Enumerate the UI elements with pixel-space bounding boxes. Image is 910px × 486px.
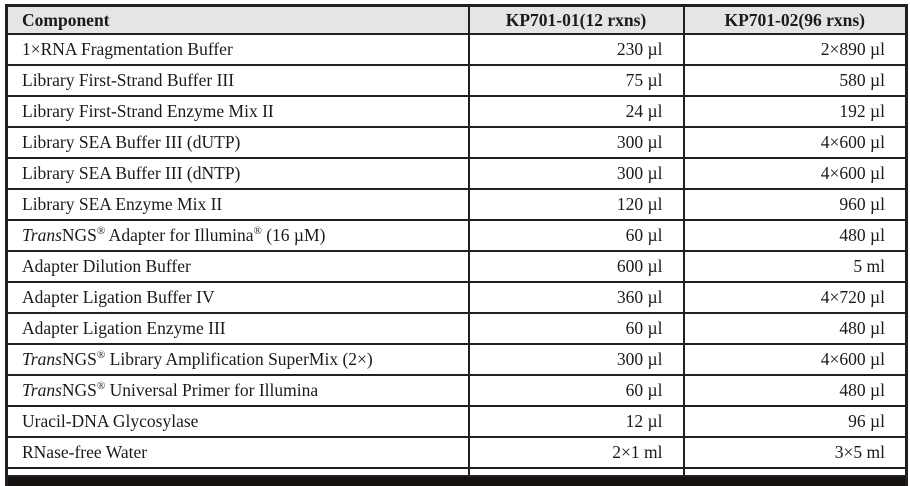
table-header: Component KP701-01(12 rxns) KP701-02(96 … (5, 4, 908, 35)
volume-12rxns-cell: 60 µl (467, 312, 685, 345)
table-row: TransNGS® Library Amplification SuperMix… (5, 343, 908, 376)
component-cell: Uracil-DNA Glycosylase (5, 405, 470, 438)
volume-96rxns-cell: 480 µl (682, 219, 908, 252)
table-row: Adapter Ligation Buffer IV 360 µl 4×720 µl (5, 281, 908, 314)
table-row: Library First-Strand Buffer III 75 µl 580 … (5, 64, 908, 97)
cutoff-cell (682, 467, 908, 477)
cutoff-cell (5, 467, 470, 477)
table-row: Adapter Ligation Enzyme III 60 µl 480 µl (5, 312, 908, 345)
table-bottom-cutoff (5, 467, 908, 486)
component-cell: Adapter Ligation Enzyme III (5, 312, 470, 345)
volume-12rxns-cell: 120 µl (467, 188, 685, 221)
volume-12rxns-cell: 300 µl (467, 126, 685, 159)
volume-12rxns-cell: 75 µl (467, 64, 685, 97)
table-row: TransNGS® Adapter for Illumina® (16 µM) 6… (5, 219, 908, 252)
volume-12rxns-cell: 12 µl (467, 405, 685, 438)
table-row: RNase-free Water 2×1 ml 3×5 ml (5, 436, 908, 469)
volume-96rxns-cell: 5 ml (682, 250, 908, 283)
volume-12rxns-cell: 300 µl (467, 157, 685, 190)
bottom-cutoff-bar (5, 475, 908, 486)
component-cell: TransNGS® Universal Primer for Illumina (5, 374, 470, 407)
component-cell: 1×RNA Fragmentation Buffer (5, 33, 470, 66)
component-cell: TransNGS® Library Amplification SuperMix… (5, 343, 470, 376)
table-row: 1×RNA Fragmentation Buffer 230 µl 2×890 µl (5, 33, 908, 66)
header-row: Component KP701-01(12 rxns) KP701-02(96 … (5, 4, 908, 35)
component-cell: Library First-Strand Enzyme Mix II (5, 95, 470, 128)
volume-96rxns-cell: 96 µl (682, 405, 908, 438)
volume-96rxns-cell: 480 µl (682, 312, 908, 345)
component-cell: Library First-Strand Buffer III (5, 64, 470, 97)
bottom-cutoff-bar-cell (5, 475, 908, 486)
volume-12rxns-cell: 24 µl (467, 95, 685, 128)
table-row: Library SEA Enzyme Mix II 120 µl 960 µl (5, 188, 908, 221)
column-header-kp701-01: KP701-01(12 rxns) (467, 4, 685, 35)
volume-96rxns-cell: 2×890 µl (682, 33, 908, 66)
volume-96rxns-cell: 960 µl (682, 188, 908, 221)
component-cell: Library SEA Buffer III (dUTP) (5, 126, 470, 159)
volume-12rxns-cell: 60 µl (467, 374, 685, 407)
volume-12rxns-cell: 600 µl (467, 250, 685, 283)
volume-96rxns-cell: 4×600 µl (682, 343, 908, 376)
table-row: Library First-Strand Enzyme Mix II 24 µl 1… (5, 95, 908, 128)
volume-12rxns-cell: 60 µl (467, 219, 685, 252)
volume-12rxns-cell: 300 µl (467, 343, 685, 376)
volume-96rxns-cell: 4×720 µl (682, 281, 908, 314)
volume-96rxns-cell: 192 µl (682, 95, 908, 128)
volume-96rxns-cell: 4×600 µl (682, 157, 908, 190)
component-cell: Library SEA Buffer III (dNTP) (5, 157, 470, 190)
volume-12rxns-cell: 360 µl (467, 281, 685, 314)
component-cell: TransNGS® Adapter for Illumina® (16 µM) (5, 219, 470, 252)
component-cell: Adapter Dilution Buffer (5, 250, 470, 283)
volume-96rxns-cell: 4×600 µl (682, 126, 908, 159)
cutoff-cell (467, 467, 685, 477)
table-body: 1×RNA Fragmentation Buffer 230 µl 2×890 µl… (5, 33, 908, 469)
component-cell: Adapter Ligation Buffer IV (5, 281, 470, 314)
column-header-component: Component (5, 4, 470, 35)
table-row: Library SEA Buffer III (dUTP) 300 µl 4×600… (5, 126, 908, 159)
volume-12rxns-cell: 230 µl (467, 33, 685, 66)
cutoff-row (5, 467, 908, 477)
volume-96rxns-cell: 580 µl (682, 64, 908, 97)
table-row: Adapter Dilution Buffer 600 µl 5 ml (5, 250, 908, 283)
components-table: Component KP701-01(12 rxns) KP701-02(96 … (5, 4, 908, 486)
volume-12rxns-cell: 2×1 ml (467, 436, 685, 469)
table-row: Library SEA Buffer III (dNTP) 300 µl 4×600… (5, 157, 908, 190)
column-header-kp701-02: KP701-02(96 rxns) (682, 4, 908, 35)
component-cell: Library SEA Enzyme Mix II (5, 188, 470, 221)
component-cell: RNase-free Water (5, 436, 470, 469)
table-row: TransNGS® Universal Primer for Illumina 6… (5, 374, 908, 407)
table-row: Uracil-DNA Glycosylase 12 µl 96 µl (5, 405, 908, 438)
volume-96rxns-cell: 480 µl (682, 374, 908, 407)
volume-96rxns-cell: 3×5 ml (682, 436, 908, 469)
